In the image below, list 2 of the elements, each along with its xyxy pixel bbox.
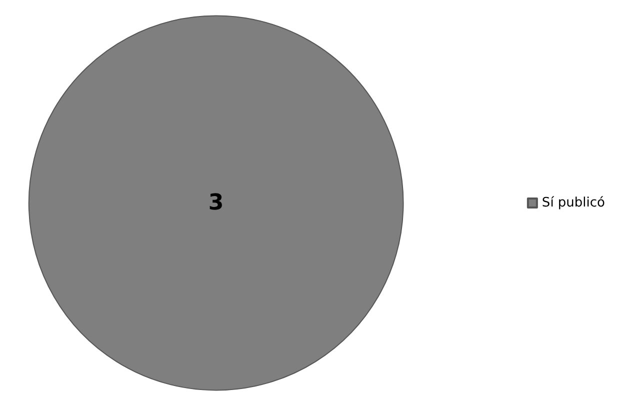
legend-label: Sí publicó [542, 196, 606, 210]
data-label: 3 [208, 190, 224, 216]
